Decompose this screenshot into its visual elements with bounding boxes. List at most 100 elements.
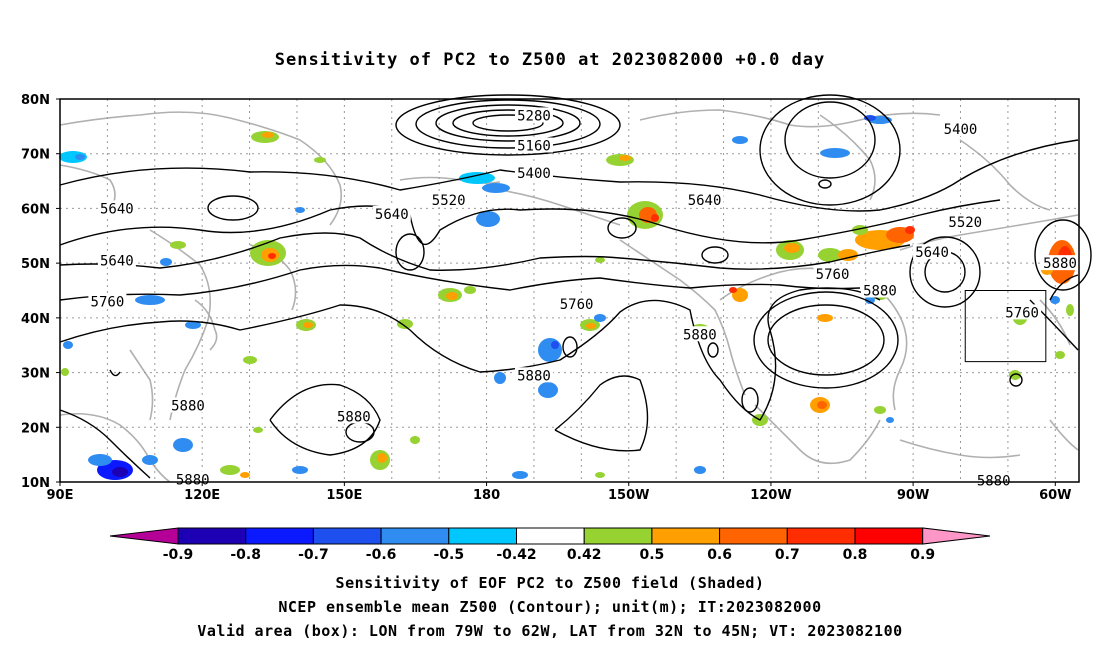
contour-label: 5760 — [1005, 305, 1039, 321]
shaded-cell — [377, 453, 387, 463]
contour-label-bg — [941, 121, 980, 137]
shaded-cell — [61, 368, 69, 376]
shaded-cell — [303, 322, 313, 328]
map-title: Sensitivity of PC2 to Z500 at 2023082000… — [274, 50, 826, 70]
contour-label-bg — [97, 252, 136, 268]
contour-label-bg — [1041, 255, 1080, 271]
colorbar-label: 0.7 — [775, 547, 800, 563]
shaded-cell — [262, 132, 274, 138]
contour-label-bg — [946, 214, 985, 230]
contour-label-bg — [1003, 304, 1042, 320]
contour-label: 5400 — [517, 166, 551, 182]
contour-label-bg — [685, 192, 724, 208]
footer-line-3: Valid area (box): LON from 79W to 62W, L… — [197, 622, 903, 640]
colorbar-segment — [516, 527, 585, 545]
shaded-cell — [874, 406, 886, 414]
lon-tick-label: 90E — [47, 488, 74, 503]
shaded-cell — [170, 241, 186, 249]
colorbar-label: 0.8 — [843, 547, 868, 563]
colorbar-segment — [448, 527, 517, 545]
shaded-cell — [784, 243, 800, 253]
shaded-cell — [538, 382, 558, 398]
colorbar-segment — [380, 527, 450, 545]
shaded-cell — [75, 154, 85, 160]
contour-label-bg — [913, 244, 952, 260]
lat-tick-label: 60N — [21, 202, 50, 217]
coastlines — [59, 109, 1079, 483]
lon-tick-label: 150E — [326, 488, 362, 503]
shaded-cell — [651, 214, 659, 222]
shaded-cell — [410, 436, 420, 444]
lat-tick-label: 70N — [21, 148, 50, 163]
shaded-cell — [160, 258, 172, 266]
lat-tick-label: 20N — [21, 421, 50, 436]
sensitivity-shading — [59, 115, 1076, 480]
shaded-cell — [595, 257, 605, 263]
contour-label: 5280 — [517, 108, 551, 124]
shaded-cell — [446, 292, 458, 300]
shaded-cell — [88, 454, 112, 466]
shaded-cell — [619, 155, 631, 161]
colorbar-segment — [583, 527, 653, 545]
shaded-cell — [314, 157, 326, 163]
contour-label-bg — [429, 192, 468, 208]
contour-labels: 5280 5160 5400 5400 5520 5520 5640 5640 5640 5640… — [88, 107, 1080, 489]
colorbar-segment — [786, 527, 856, 545]
shaded-cell — [112, 467, 128, 477]
contour-label: 5400 — [944, 122, 978, 138]
lat-tick-label: 10N — [21, 476, 50, 491]
contour-label: 5880 — [171, 398, 205, 414]
lat-lon-grid — [60, 99, 1079, 482]
contour-label-bg — [514, 164, 553, 180]
contour-label: 5880 — [337, 409, 371, 425]
shaded-cell — [1066, 304, 1074, 316]
shaded-cell — [220, 465, 240, 475]
colorbar-arrow-right — [922, 527, 991, 545]
contour-label: 5640 — [100, 253, 134, 269]
shaded-cell — [1050, 296, 1060, 304]
lat-tick-label: 50N — [21, 257, 50, 272]
colorbar-label: -0.6 — [366, 547, 397, 563]
contour-label: 5640 — [915, 245, 949, 261]
contour-label: 5760 — [816, 267, 850, 283]
colorbar-label: 0.5 — [639, 547, 664, 563]
shaded-cell — [464, 286, 476, 294]
lon-tick-label: 180 — [473, 488, 500, 503]
colorbar-label: 0.6 — [707, 547, 732, 563]
footer-line-2: NCEP ensemble mean Z500 (Contour); unit(… — [278, 598, 822, 616]
shaded-cell — [185, 321, 201, 329]
colorbar-segment — [245, 527, 314, 545]
shaded-cell — [494, 372, 506, 384]
colorbar-segment — [854, 527, 924, 545]
shaded-cell — [551, 341, 559, 349]
contour-label: 5760 — [560, 297, 594, 313]
shaded-cell — [295, 207, 305, 213]
shaded-cell — [595, 472, 605, 478]
lon-tick-label: 90W — [897, 488, 929, 503]
colorbar: -0.9 -0.8 -0.7 -0.6 -0.5 -0.42 0.42 0.5 0.6 0.7 0.… — [109, 527, 991, 563]
shaded-cell — [253, 427, 263, 433]
contour-label: 5880 — [863, 284, 897, 300]
contour-label-bg — [168, 397, 207, 413]
colorbar-segment — [719, 527, 788, 545]
shaded-cell — [243, 356, 257, 364]
shaded-cell — [63, 341, 73, 349]
lat-tick-label: 40N — [21, 312, 50, 327]
colorbar-label: -0.7 — [298, 547, 329, 563]
lon-tick-label: 150W — [608, 488, 649, 503]
footer-line-1: Sensitivity of EOF PC2 to Z500 field (Sh… — [335, 574, 765, 592]
shaded-cell — [732, 136, 748, 144]
contour-label: 5760 — [91, 294, 125, 310]
shaded-cell — [538, 338, 562, 362]
shaded-cell — [512, 471, 528, 479]
shaded-cell — [818, 248, 842, 262]
contour-label-bg — [813, 266, 852, 282]
colorbar-label: -0.9 — [163, 547, 194, 563]
contour-label: 5640 — [688, 193, 722, 209]
shaded-cell — [482, 183, 510, 193]
z500-contours — [59, 94, 1092, 479]
lat-tick-label: 30N — [21, 367, 50, 382]
contour-label: 5520 — [948, 215, 982, 231]
shaded-cell — [905, 226, 915, 234]
